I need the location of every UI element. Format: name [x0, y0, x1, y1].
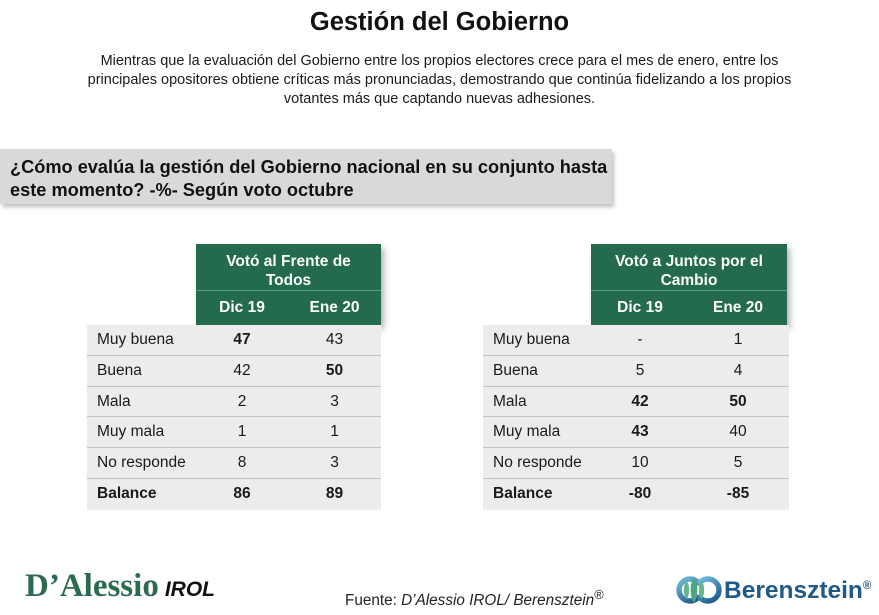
svg-text:Berensztein®: Berensztein®: [724, 577, 872, 604]
